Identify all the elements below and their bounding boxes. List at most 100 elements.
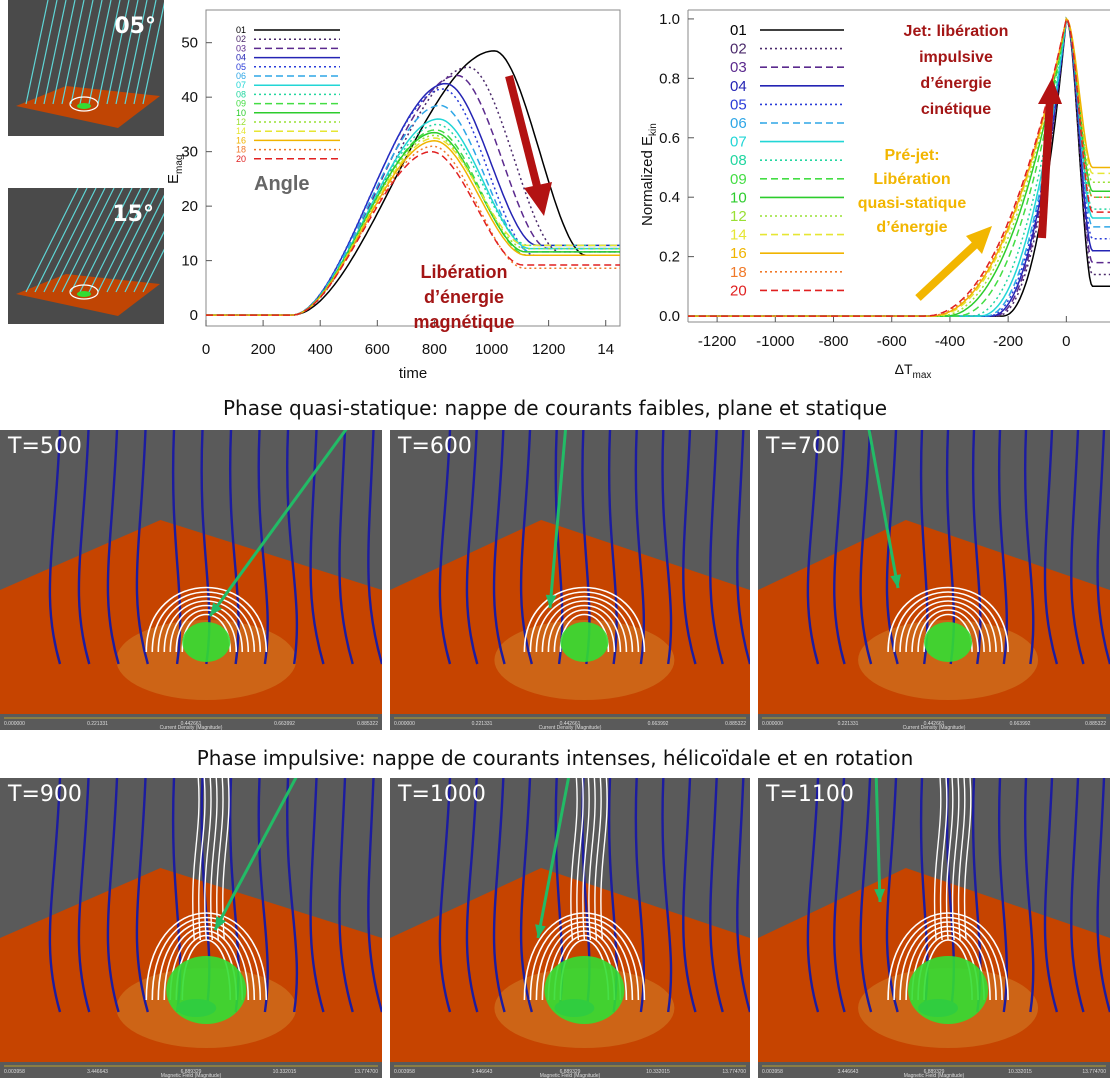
annotation-jet-line: Jet: libération [904,23,1009,40]
legend-label-02: 02 [236,34,246,44]
legend-label-04: 04 [236,53,246,63]
legend-label-20: 20 [236,154,246,164]
chart-emag-svg: 0 200 400 600 800 1000 1200 1401020304050timeEm… [165,9,621,382]
field-line [34,0,58,105]
series-line-08 [206,123,620,316]
legend-label-10: 10 [236,108,246,118]
field-line [124,212,164,293]
colorbar-tick-label: 0.003958 [4,1069,25,1075]
reconnected-field-line [945,778,954,941]
open-field-line [77,778,91,1013]
photosphere-plane [390,520,750,714]
y-tick-label: 0.6 [659,130,680,147]
legend-label-16: 16 [236,135,246,145]
colorbar-tick-label: 13.774700 [1082,1069,1106,1075]
y-tick-label: 10 [181,253,198,270]
reconnected-field-line [594,778,602,941]
open-field-line [1043,430,1059,665]
field-line [79,188,133,293]
closed-loop [541,925,628,1001]
x-tick-label: 1200 [532,341,565,358]
colorbar-tick-label: 0.221331 [838,721,859,727]
y-tick-label: 0.0 [659,308,680,325]
open-field-line [286,430,299,665]
closed-loop [163,925,250,1001]
legend-label-01: 01 [730,22,747,39]
open-field-line [885,430,899,665]
open-field-line [1096,778,1110,1013]
field-line [43,188,97,293]
closed-loop [145,586,268,653]
colorbar-tick-label: 3.446643 [838,1069,859,1075]
chart-ekin-svg: -1200 -1000 -800 -600 -400 -200 0 0.0 0.2 0.4 0.6 0… [639,9,1110,381]
closed-loop [151,591,262,653]
annotation-jet-line: cinétique [921,101,991,118]
y-tick-label: 20 [181,198,198,215]
y-axis-label-subscript: mag [174,155,185,174]
field-line [106,188,160,293]
legend-label-06: 06 [730,115,747,132]
legend-label-08: 08 [730,152,747,169]
open-field-line [709,430,724,665]
field-line [52,188,106,293]
annotation-prejet-line: quasi-statique [858,195,967,212]
closed-loop [887,586,1009,653]
snapshot-t1000-render: 0.003958 3.446643 6.889329 10.332015 13.7747… [390,778,750,1078]
closed-loop [911,604,985,653]
legend-label-12: 12 [236,117,246,127]
colorbar-tick-label: 0.003958 [394,1069,415,1075]
open-field-line [806,778,820,1013]
field-line [133,0,157,105]
open-field-line [806,430,820,665]
y-tick-label: 1.0 [659,11,680,28]
reconnected-field-line [192,778,200,941]
pointer-arrow-shaft [536,778,571,939]
legend-label-14: 14 [730,227,747,244]
annotation-jet-line: impulsive [919,49,993,66]
closed-loop [893,591,1003,653]
legend-label-06: 06 [236,71,246,81]
chart-emag: 0 200 400 600 800 1000 1200 14 0 10 20 30 40 50 time Em… [164,0,634,390]
closed-loop [157,595,256,653]
x-tick-label: -1000 [756,333,794,350]
colorbar-tick-label: 10.332015 [1008,1069,1032,1075]
thumbnail-angle-15: 15° [8,188,164,324]
pointer-arrow-shaft [213,778,298,931]
pointer-arrow-head [210,602,222,616]
x-tick-label: 0 [202,341,210,358]
annotation-line: magnétique [413,312,514,332]
open-field-line [971,430,982,665]
x-axis-label: ΔTmax [895,361,932,381]
snapshot-t900: 0.003958 3.446643 6.889329 10.332015 13.7747… [0,778,382,1078]
legend-label-05: 05 [236,62,246,72]
colorbar-tick-label: 3.446643 [87,1069,108,1075]
y-axis-label-subscript: kin [648,123,659,136]
snapshot-t900-label: T=900 [8,782,82,807]
open-field-line [833,778,846,1013]
series-group [206,50,620,316]
closed-loop [69,96,99,112]
y-tick-label: 30 [181,144,198,161]
x-tick-label: 14 [597,341,614,358]
open-field-line [997,430,1008,665]
closed-loop [905,925,991,1001]
prejet-arrow-shaft [915,241,979,301]
field-line [43,0,67,105]
closed-loop [529,916,640,1001]
x-tick-label: -200 [993,333,1023,350]
colorbar-tick-label: 0.442661 [924,721,945,727]
open-field-line [709,778,724,1013]
open-field-line [885,778,899,1013]
reconnected-field-line [210,778,218,941]
open-field-line [465,778,479,1013]
open-field-line [833,430,846,665]
colorbar-tick-label: 0.663992 [1010,721,1031,727]
open-field-line [1023,778,1035,1013]
series-group [688,16,1110,317]
annotation-prejet-line: Libération [873,171,950,188]
y-axis-label: Emag [165,155,185,184]
y-tick-label: 0.4 [659,189,680,206]
open-field-line [997,778,1008,1013]
current-sheet [166,956,247,1024]
x-tick-label: -600 [877,333,907,350]
